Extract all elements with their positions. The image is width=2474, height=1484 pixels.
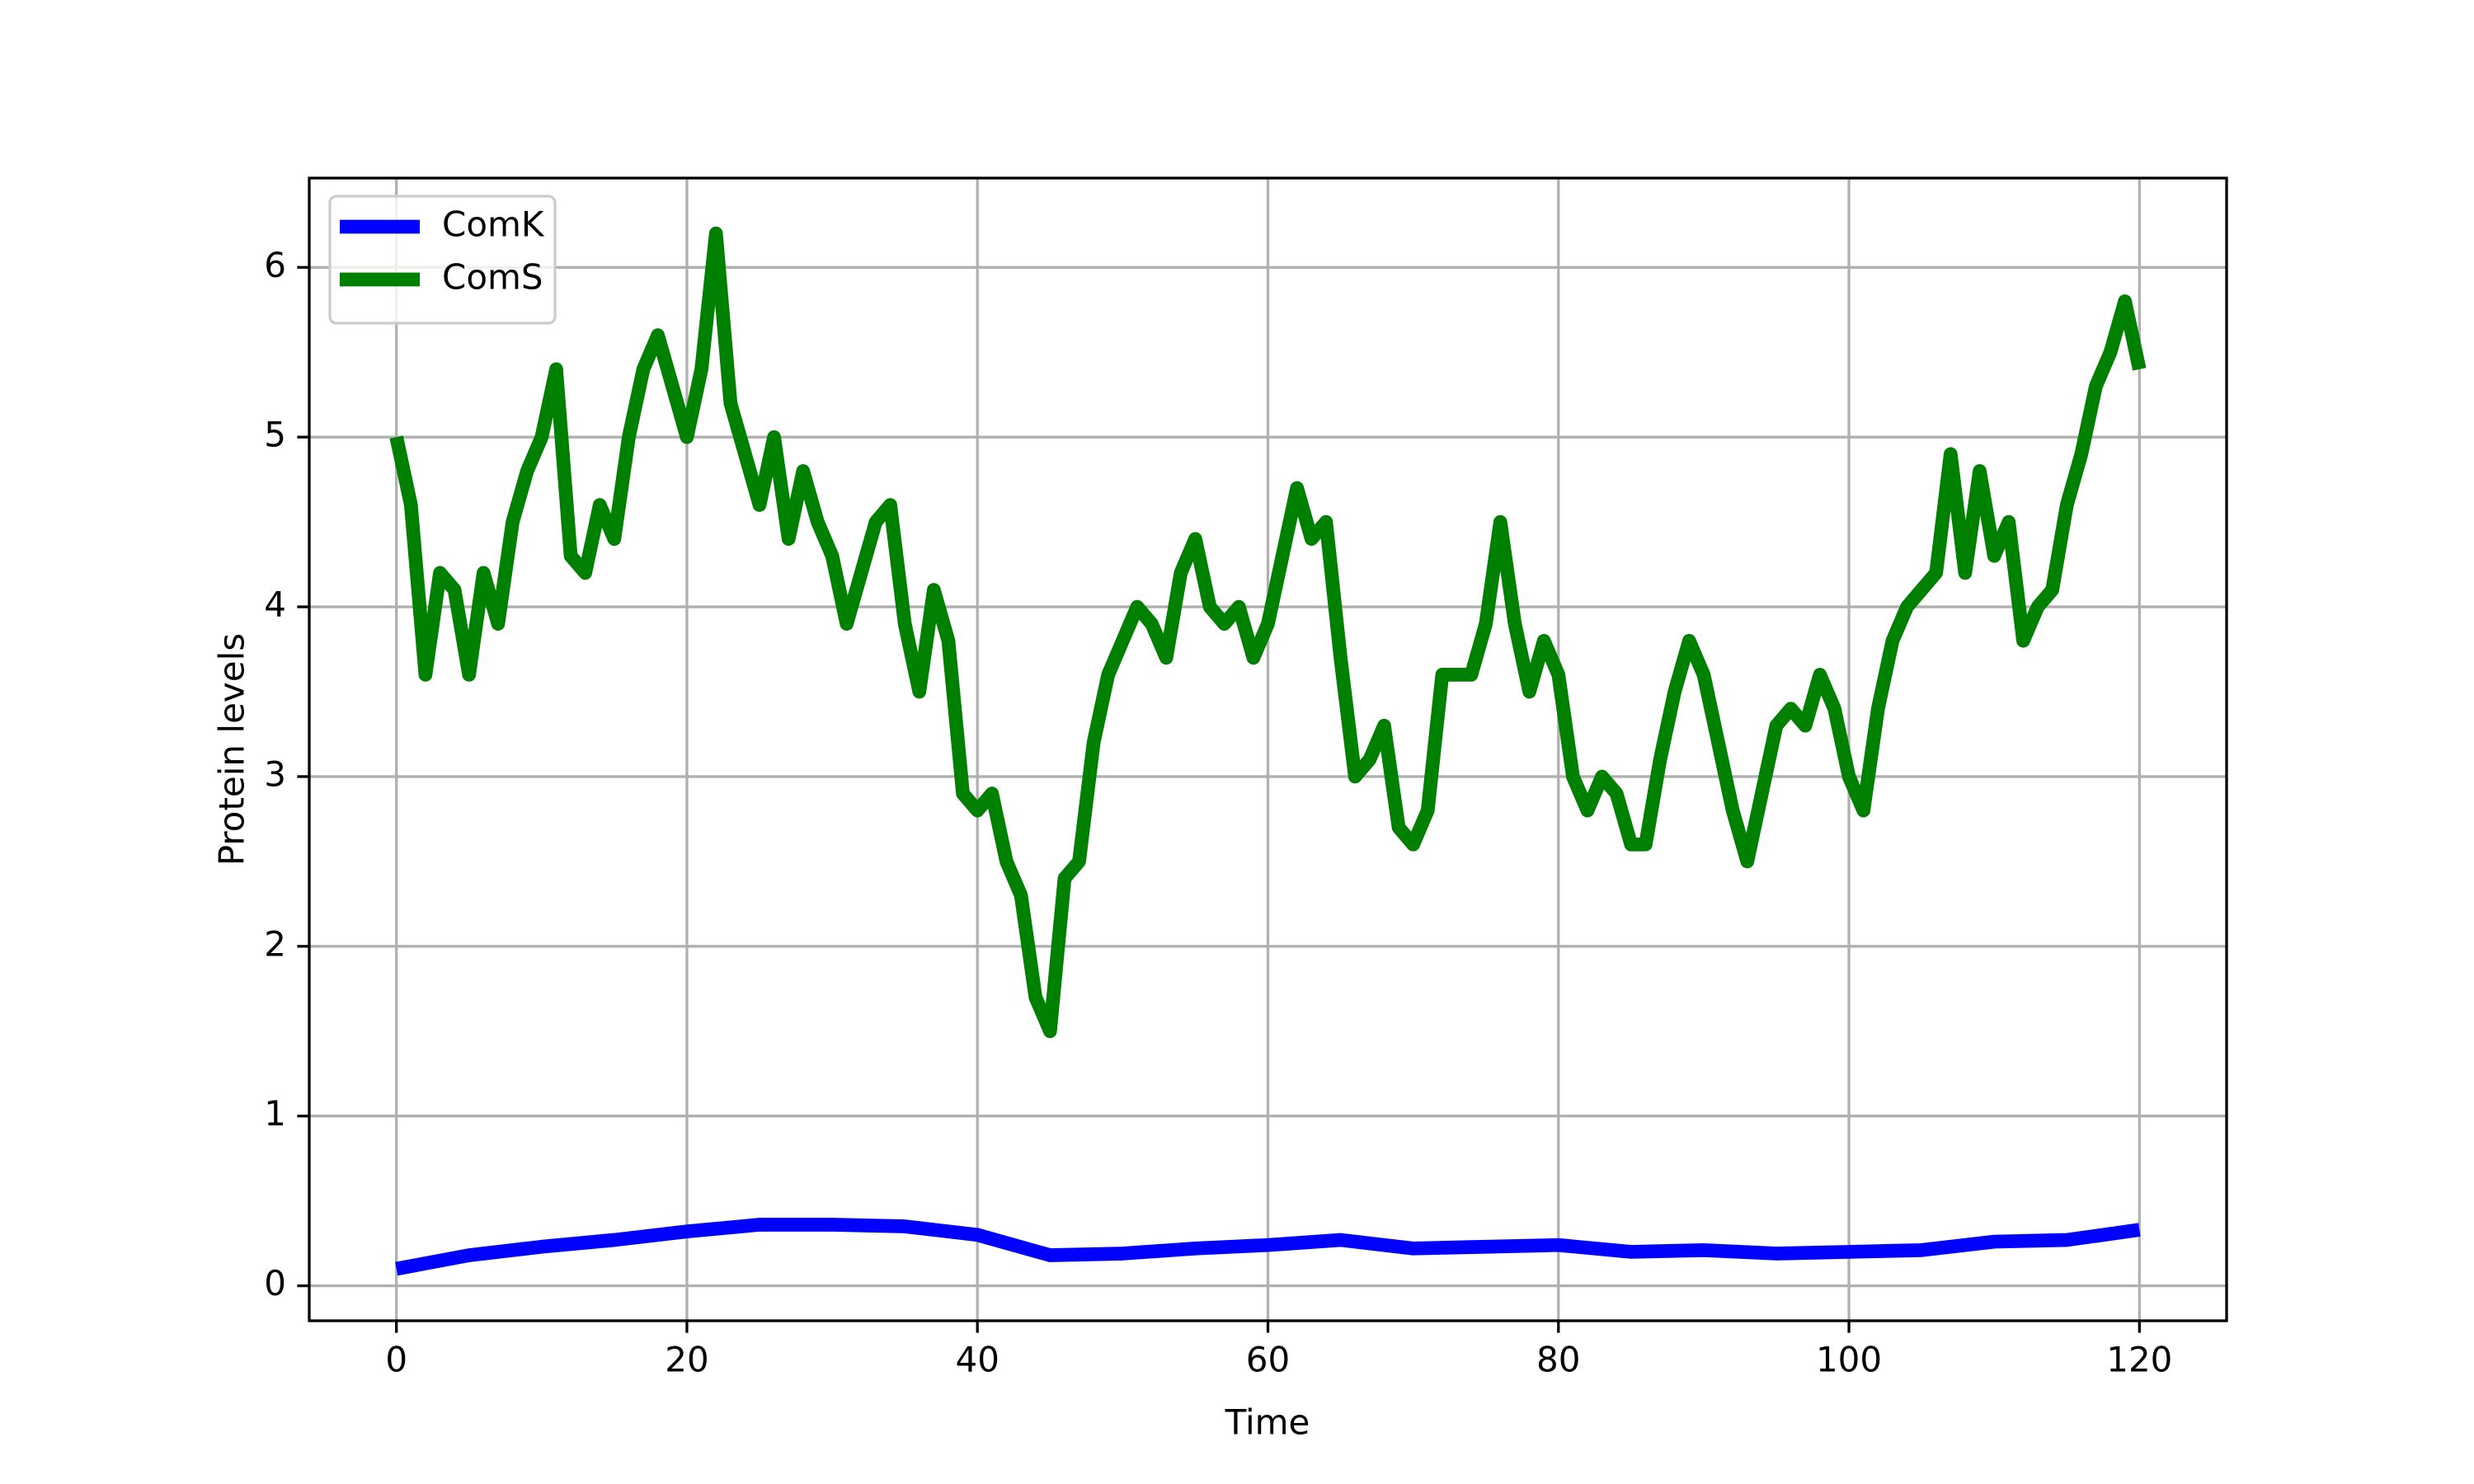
- x-axis-label: Time: [1225, 1402, 1310, 1443]
- series-line: [395, 1218, 2141, 1276]
- series-line: [389, 226, 2147, 1039]
- y-tick-label: 4: [264, 585, 286, 625]
- plot-frame: [308, 176, 2228, 1322]
- x-tick-label: 0: [385, 1340, 407, 1380]
- x-tick-label: 40: [956, 1340, 999, 1380]
- y-tick-label: 0: [264, 1263, 286, 1303]
- x-tick-label: 60: [1246, 1340, 1290, 1380]
- y-tick-label: 6: [264, 245, 286, 285]
- x-tick-label: 80: [1536, 1340, 1580, 1380]
- y-tick-label: 1: [264, 1093, 286, 1134]
- x-tick-label: 20: [665, 1340, 708, 1380]
- y-tick-label: 2: [264, 923, 286, 964]
- x-tick-label: 120: [2106, 1340, 2172, 1380]
- y-tick-label: 3: [264, 754, 286, 794]
- y-tick-label: 5: [264, 415, 286, 455]
- legend-label: ComK: [442, 204, 545, 245]
- legend-label: ComS: [442, 257, 543, 298]
- y-axis-label: Protein levels: [212, 633, 252, 866]
- x-tick-label: 100: [1816, 1340, 1882, 1380]
